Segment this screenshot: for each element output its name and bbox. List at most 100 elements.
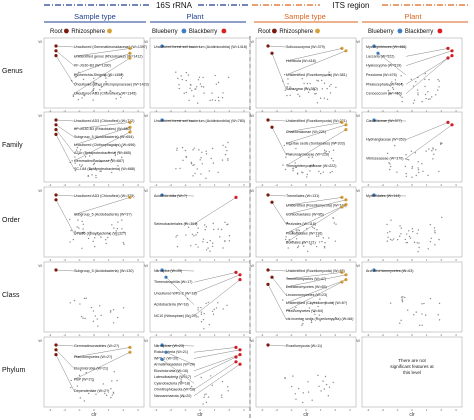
data-point bbox=[297, 229, 299, 231]
x-tick-label: -1 bbox=[184, 333, 187, 337]
x-tick-label: 3 bbox=[243, 408, 245, 412]
x-tick-label: 3 bbox=[243, 183, 245, 187]
data-point bbox=[317, 235, 320, 237]
data-point bbox=[211, 245, 214, 248]
data-point bbox=[219, 236, 221, 238]
data-point bbox=[313, 301, 315, 304]
data-point bbox=[434, 230, 436, 232]
data-point bbox=[414, 152, 417, 154]
data-point bbox=[296, 89, 298, 91]
data-point bbox=[296, 231, 298, 233]
x-tick-label: -1 bbox=[396, 258, 399, 262]
data-point bbox=[308, 156, 310, 159]
data-point bbox=[95, 234, 97, 236]
data-point bbox=[283, 144, 286, 147]
data-point bbox=[391, 239, 393, 241]
data-point bbox=[73, 299, 76, 302]
data-point bbox=[316, 102, 319, 104]
data-point bbox=[92, 320, 95, 323]
legend-16s-plant-label-1: Blueberry bbox=[152, 29, 178, 35]
x-tick-label: -1 bbox=[290, 258, 293, 262]
data-point bbox=[79, 233, 81, 235]
data-point bbox=[213, 228, 215, 231]
data-point bbox=[92, 89, 94, 91]
x-tick-label: 1 bbox=[214, 408, 216, 412]
annotation-label: Pezizomycetes (W=64) bbox=[286, 309, 323, 313]
x-tick-label: 2 bbox=[334, 408, 336, 412]
annotation-label: Latescibacteria (W=17) bbox=[154, 375, 191, 379]
data-point bbox=[105, 394, 108, 397]
data-point bbox=[117, 165, 119, 167]
y-axis-label: W bbox=[38, 39, 42, 44]
x-tick-label: 2 bbox=[228, 258, 230, 262]
data-point bbox=[404, 296, 406, 299]
leader-line bbox=[55, 55, 75, 85]
data-point bbox=[421, 324, 423, 326]
data-point bbox=[205, 401, 208, 404]
x-tick-label: 0 bbox=[93, 258, 95, 262]
data-point bbox=[321, 240, 323, 243]
data-point bbox=[432, 147, 434, 149]
annotation-label: Unidentified (Rozellomycota) (W=221) bbox=[286, 119, 347, 123]
data-point bbox=[101, 85, 103, 88]
panel-1-order: W -3 -2 -1 0 1 2 3 Acidimicrobiia (W=?) Selenobac… bbox=[144, 186, 251, 262]
x-tick-label: -3 bbox=[367, 408, 370, 412]
annotation-label: Archaeorhizomycetes (W=63) bbox=[366, 269, 413, 273]
data-point bbox=[192, 164, 194, 167]
data-point bbox=[94, 237, 96, 239]
data-point bbox=[195, 222, 198, 225]
data-point bbox=[303, 82, 305, 85]
leader-line bbox=[193, 349, 241, 359]
data-point bbox=[424, 72, 427, 75]
data-point bbox=[425, 97, 427, 100]
data-point bbox=[99, 89, 101, 91]
data-point bbox=[102, 383, 105, 385]
leader-line bbox=[285, 206, 343, 243]
data-point bbox=[92, 310, 95, 312]
annotation-label: Coniochaetales (W=85) bbox=[286, 213, 324, 217]
data-point bbox=[189, 316, 191, 319]
panel-frame bbox=[43, 336, 145, 408]
data-point bbox=[212, 313, 215, 315]
leader-line bbox=[267, 344, 287, 347]
x-tick-label: -2 bbox=[275, 258, 278, 262]
data-point bbox=[93, 158, 95, 161]
data-point bbox=[116, 227, 119, 230]
annotation-label: Unidentified genus (Rhizobiales) (W=1412… bbox=[74, 54, 143, 58]
annotation-label: KF-JG30-B3 (Rhizobiales) (W=680) bbox=[74, 127, 131, 131]
data-point bbox=[205, 177, 207, 180]
data-point bbox=[205, 226, 208, 228]
highlight-point bbox=[270, 200, 274, 204]
leader-line bbox=[55, 124, 75, 138]
x-axis-label: clr bbox=[409, 412, 415, 418]
data-point bbox=[316, 79, 318, 82]
data-point bbox=[300, 164, 302, 167]
data-point bbox=[405, 241, 408, 244]
data-point bbox=[412, 85, 415, 87]
data-point bbox=[306, 82, 309, 85]
annotation-label: Subgroup_5 (Acidobacteria) (W=654) bbox=[74, 135, 134, 139]
data-point bbox=[74, 169, 77, 172]
data-point bbox=[302, 319, 304, 322]
annotation-label: Unidentified (Rozellomycota) (W=118) bbox=[286, 203, 347, 207]
panel-2-class: W -3 -2 -1 0 1 2 3 Unidentified (Rozellomycota) … bbox=[250, 261, 357, 337]
data-point bbox=[323, 245, 326, 248]
y-axis-label: W bbox=[356, 188, 360, 193]
data-point bbox=[205, 150, 207, 153]
legend-its-sample-label-2: Rhizosphere bbox=[279, 29, 313, 35]
x-tick-label: -3 bbox=[367, 183, 370, 187]
annotation-label: Selenobacteriales (W=364) bbox=[154, 222, 197, 226]
leader-line bbox=[267, 119, 287, 122]
panel-frame bbox=[361, 261, 463, 333]
data-point bbox=[295, 147, 297, 150]
x-tick-label: -2 bbox=[63, 258, 66, 262]
data-point bbox=[312, 226, 314, 229]
x-tick-label: -3 bbox=[367, 258, 370, 262]
data-point bbox=[192, 175, 194, 177]
data-point bbox=[77, 99, 80, 101]
data-point bbox=[83, 297, 86, 300]
data-point bbox=[287, 247, 289, 249]
data-point bbox=[319, 298, 321, 300]
data-point bbox=[318, 241, 321, 243]
data-point bbox=[113, 370, 115, 373]
